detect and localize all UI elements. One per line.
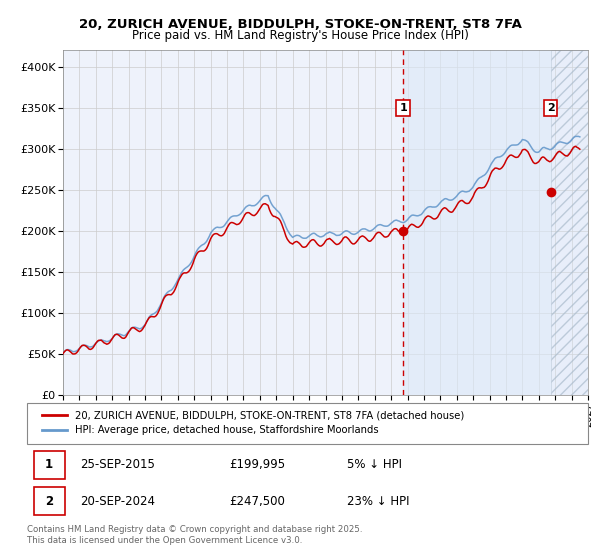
Text: 2: 2	[45, 494, 53, 508]
Text: 1: 1	[45, 458, 53, 472]
Text: 20-SEP-2024: 20-SEP-2024	[80, 494, 155, 508]
Legend: 20, ZURICH AVENUE, BIDDULPH, STOKE-ON-TRENT, ST8 7FA (detached house), HPI: Aver: 20, ZURICH AVENUE, BIDDULPH, STOKE-ON-TR…	[38, 407, 468, 440]
Text: 20, ZURICH AVENUE, BIDDULPH, STOKE-ON-TRENT, ST8 7FA: 20, ZURICH AVENUE, BIDDULPH, STOKE-ON-TR…	[79, 18, 521, 31]
FancyBboxPatch shape	[27, 403, 588, 444]
Text: 2: 2	[547, 103, 554, 113]
Text: £199,995: £199,995	[229, 458, 285, 472]
FancyBboxPatch shape	[34, 451, 65, 479]
Text: Contains HM Land Registry data © Crown copyright and database right 2025.
This d: Contains HM Land Registry data © Crown c…	[27, 525, 362, 545]
Text: £247,500: £247,500	[229, 494, 285, 508]
Bar	[403, 50, 551, 395]
FancyBboxPatch shape	[34, 487, 65, 515]
Bar	[551, 50, 588, 395]
Text: 25-SEP-2015: 25-SEP-2015	[80, 458, 155, 472]
Bar	[551, 50, 588, 395]
Text: 23% ↓ HPI: 23% ↓ HPI	[347, 494, 409, 508]
Text: 1: 1	[399, 103, 407, 113]
Text: 5% ↓ HPI: 5% ↓ HPI	[347, 458, 402, 472]
Text: Price paid vs. HM Land Registry's House Price Index (HPI): Price paid vs. HM Land Registry's House …	[131, 29, 469, 42]
